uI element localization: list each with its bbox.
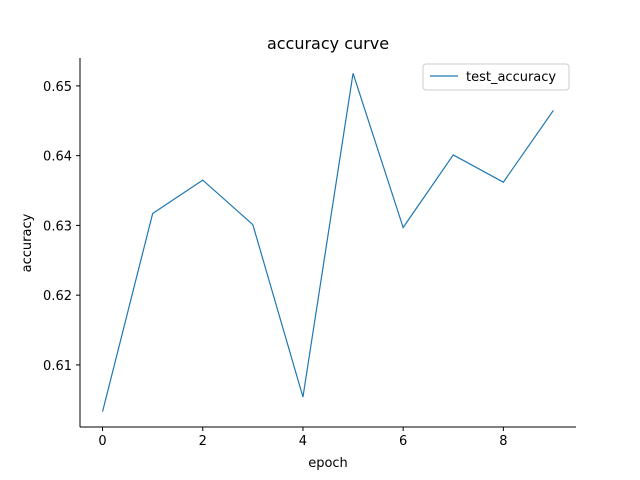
y-ticks: 0.61 0.62 0.63 0.64 0.65 xyxy=(43,80,80,374)
x-axis-label: epoch xyxy=(308,456,348,471)
legend: test_accuracy xyxy=(422,63,570,91)
x-tick-label: 8 xyxy=(499,434,507,449)
x-tick-label: 4 xyxy=(299,434,307,449)
chart-title: accuracy curve xyxy=(267,34,389,53)
x-ticks: 0 2 4 6 8 xyxy=(98,427,507,449)
y-tick-label: 0.61 xyxy=(43,359,72,374)
y-tick-label: 0.63 xyxy=(43,219,72,234)
legend-label-test-accuracy: test_accuracy xyxy=(466,70,556,85)
y-tick-label: 0.64 xyxy=(43,150,72,165)
x-tick-label: 2 xyxy=(199,434,207,449)
series-line-test-accuracy xyxy=(101,73,554,412)
x-tick-label: 6 xyxy=(399,434,407,449)
y-axis-label: accuracy xyxy=(20,213,35,272)
legend-box xyxy=(422,63,570,91)
y-tick-label: 0.65 xyxy=(43,80,72,95)
x-tick-label: 0 xyxy=(98,434,106,449)
y-tick-label: 0.62 xyxy=(43,289,72,304)
